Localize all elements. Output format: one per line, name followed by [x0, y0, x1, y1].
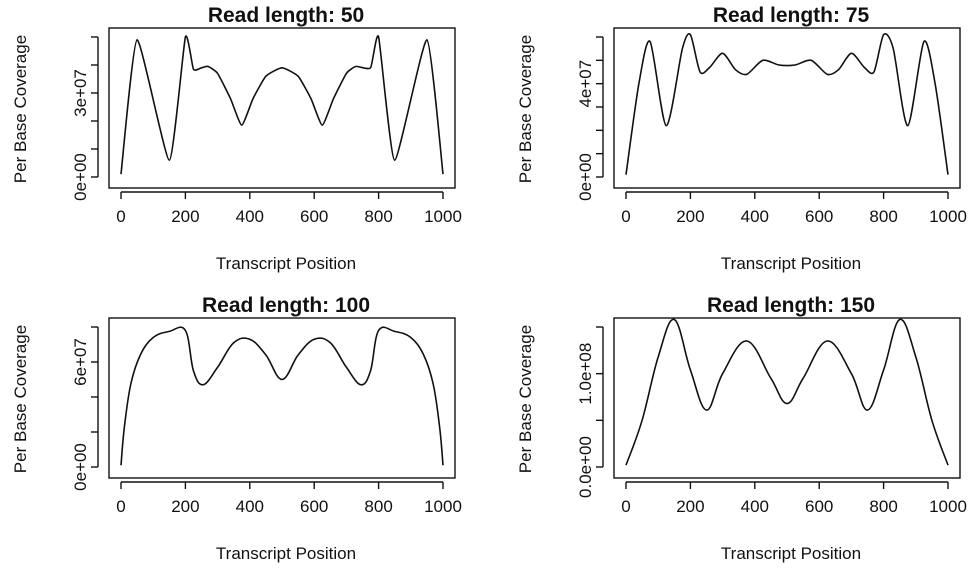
x-tick-label: 400	[741, 207, 769, 226]
x-tick-label: 200	[676, 207, 704, 226]
panel-read-length-50: Read length: 50 Transcript Position Per …	[11, 4, 462, 273]
coverage-line	[625, 318, 949, 466]
coverage-line	[625, 33, 949, 175]
y-tick-label: 3e+07	[71, 69, 90, 117]
y-axis-label: Per Base Coverage	[516, 325, 535, 473]
coverage-line	[120, 326, 444, 466]
x-tick-label: 1000	[929, 497, 967, 516]
x-tick-label: 400	[236, 207, 264, 226]
panel-title: Read length: 75	[713, 4, 870, 27]
panel-title: Read length: 150	[707, 294, 875, 317]
y-axis-label: Per Base Coverage	[11, 325, 30, 473]
y-axis: 0e+00 4e+07	[576, 36, 604, 201]
x-tick-label: 1000	[929, 207, 967, 226]
y-tick-label: 4e+07	[576, 60, 595, 108]
x-axis: 0 200 400 600 800 1000	[116, 191, 462, 226]
panel-title: Read length: 100	[202, 294, 370, 317]
panel-read-length-150: Read length: 150 Transcript Position Per…	[516, 294, 967, 563]
x-axis-label: Transcript Position	[216, 254, 356, 273]
y-tick-label: 0e+00	[71, 153, 90, 201]
x-tick-label: 1000	[424, 497, 462, 516]
x-tick-label: 200	[676, 497, 704, 516]
x-tick-label: 600	[805, 497, 833, 516]
plot-frame	[108, 317, 456, 479]
panel-title: Read length: 50	[208, 4, 364, 27]
x-tick-label: 0	[621, 497, 630, 516]
x-tick-label: 600	[805, 207, 833, 226]
plot-frame	[613, 317, 961, 479]
x-tick-label: 600	[300, 207, 328, 226]
x-tick-label: 400	[236, 497, 264, 516]
x-axis: 0 200 400 600 800 1000	[116, 481, 462, 516]
x-tick-label: 800	[869, 497, 897, 516]
x-tick-label: 800	[364, 497, 392, 516]
y-axis: 0e+00 6e+07	[71, 326, 99, 491]
y-tick-label: 0e+00	[71, 443, 90, 491]
x-tick-label: 400	[741, 497, 769, 516]
x-tick-label: 200	[171, 497, 199, 516]
x-axis-label: Transcript Position	[721, 544, 861, 563]
y-tick-label: 0e+00	[576, 153, 595, 201]
x-tick-label: 0	[621, 207, 630, 226]
x-tick-label: 0	[116, 207, 125, 226]
x-tick-label: 200	[171, 207, 199, 226]
x-tick-label: 600	[300, 497, 328, 516]
plot-frame	[613, 27, 961, 189]
x-axis: 0 200 400 600 800 1000	[621, 481, 967, 516]
x-axis-label: Transcript Position	[216, 544, 356, 563]
x-axis: 0 200 400 600 800 1000	[621, 191, 967, 226]
y-axis-label: Per Base Coverage	[516, 35, 535, 183]
x-tick-label: 1000	[424, 207, 462, 226]
plot-frame	[108, 27, 456, 189]
x-tick-label: 800	[364, 207, 392, 226]
coverage-line	[120, 35, 444, 175]
y-axis: 0e+00 3e+07	[71, 36, 99, 201]
panel-read-length-75: Read length: 75 Transcript Position Per …	[516, 4, 967, 273]
y-axis: 0.0e+00 1.0e+08	[576, 326, 604, 498]
x-tick-label: 800	[869, 207, 897, 226]
y-tick-label: 0.0e+00	[576, 436, 595, 498]
panel-read-length-100: Read length: 100 Transcript Position Per…	[11, 294, 462, 563]
x-axis-label: Transcript Position	[721, 254, 861, 273]
y-tick-label: 1.0e+08	[576, 343, 595, 405]
y-axis-label: Per Base Coverage	[11, 35, 30, 183]
x-tick-label: 0	[116, 497, 125, 516]
y-tick-label: 6e+07	[71, 338, 90, 386]
